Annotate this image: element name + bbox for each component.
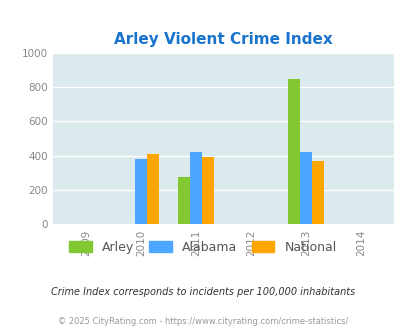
Bar <box>177 177 189 224</box>
Bar <box>134 159 147 224</box>
Bar <box>147 154 158 224</box>
Text: Crime Index corresponds to incidents per 100,000 inhabitants: Crime Index corresponds to incidents per… <box>51 287 354 297</box>
Legend: Arley, Alabama, National: Arley, Alabama, National <box>66 237 339 258</box>
Bar <box>287 79 299 224</box>
Bar <box>299 152 311 224</box>
Bar <box>311 161 323 224</box>
Text: © 2025 CityRating.com - https://www.cityrating.com/crime-statistics/: © 2025 CityRating.com - https://www.city… <box>58 317 347 326</box>
Bar <box>201 157 213 224</box>
Bar <box>189 152 201 224</box>
Title: Arley Violent Crime Index: Arley Violent Crime Index <box>114 32 332 48</box>
